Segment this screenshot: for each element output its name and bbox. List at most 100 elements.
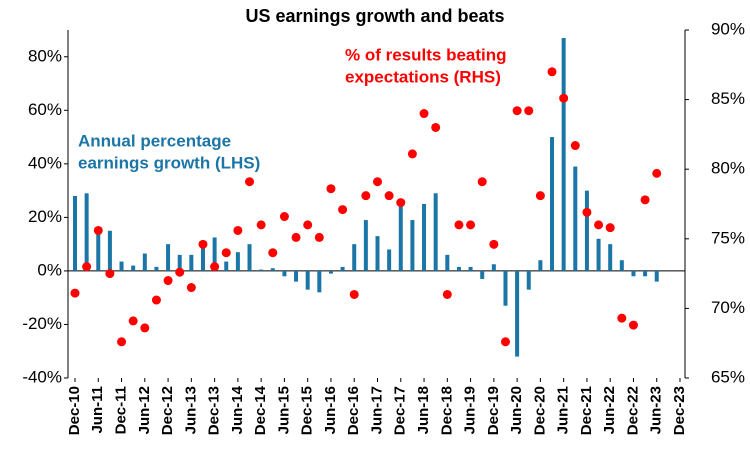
bar bbox=[305, 270, 310, 290]
bar bbox=[270, 268, 275, 271]
dot bbox=[582, 207, 592, 217]
dot bbox=[570, 141, 580, 151]
dot bbox=[466, 220, 476, 230]
bar bbox=[608, 244, 613, 271]
bar bbox=[503, 270, 508, 306]
y2-tick-label: 65% bbox=[711, 367, 745, 386]
bar bbox=[387, 249, 392, 271]
bar bbox=[340, 266, 345, 271]
dot bbox=[326, 184, 336, 194]
bar bbox=[212, 237, 217, 271]
dot bbox=[628, 320, 638, 330]
x-tick-label: Jun-16 bbox=[322, 386, 339, 434]
bar bbox=[619, 260, 624, 271]
bar bbox=[445, 254, 450, 271]
dot bbox=[512, 106, 522, 116]
y2-tick-label: 70% bbox=[711, 298, 745, 317]
x-tick-label: Jun-22 bbox=[601, 386, 618, 434]
bar bbox=[166, 244, 171, 271]
dot bbox=[605, 223, 615, 233]
x-tick-label: Jun-12 bbox=[136, 386, 153, 434]
series-label: % of results beating bbox=[345, 45, 507, 64]
dot bbox=[93, 225, 103, 235]
dot bbox=[175, 267, 185, 277]
x-tick-label: Dec-18 bbox=[438, 386, 455, 435]
dot bbox=[128, 316, 138, 326]
x-tick-label: Jun-23 bbox=[648, 386, 665, 434]
dot bbox=[221, 248, 231, 258]
dot bbox=[82, 262, 92, 272]
bar bbox=[235, 252, 240, 271]
x-tick-label: Dec-11 bbox=[113, 386, 130, 434]
dot bbox=[373, 177, 382, 187]
bar bbox=[177, 254, 182, 271]
bar bbox=[96, 233, 101, 271]
dot bbox=[396, 198, 406, 208]
dot bbox=[617, 313, 627, 323]
dot bbox=[117, 337, 127, 347]
x-tick-label: Jun-19 bbox=[462, 386, 479, 434]
y-tick-label: -40% bbox=[22, 367, 62, 386]
x-tick-label: Dec-21 bbox=[578, 386, 595, 435]
x-tick-label: Dec-19 bbox=[485, 386, 502, 435]
dot bbox=[640, 195, 650, 205]
x-tick-label: Dec-13 bbox=[206, 386, 223, 435]
bar bbox=[561, 38, 566, 271]
dot bbox=[140, 323, 150, 333]
dot bbox=[559, 93, 569, 103]
bar bbox=[352, 244, 357, 271]
y-tick-label: 80% bbox=[28, 46, 62, 65]
dot bbox=[547, 67, 557, 77]
dot bbox=[361, 191, 371, 201]
dot bbox=[384, 191, 394, 201]
dot bbox=[303, 220, 313, 230]
dot bbox=[268, 248, 278, 258]
dot bbox=[186, 283, 196, 293]
bar bbox=[631, 270, 636, 277]
bar bbox=[398, 206, 403, 271]
dot bbox=[407, 149, 417, 159]
bar bbox=[456, 266, 461, 271]
dot bbox=[431, 122, 441, 132]
bar bbox=[526, 270, 531, 290]
bar bbox=[73, 195, 77, 271]
bar bbox=[119, 261, 124, 271]
bar bbox=[573, 166, 578, 271]
bar bbox=[375, 236, 380, 271]
x-tick-label: Dec-12 bbox=[159, 386, 176, 435]
x-tick-label: Jun-13 bbox=[182, 386, 199, 434]
bar bbox=[480, 270, 485, 279]
x-tick-label: Dec-17 bbox=[392, 386, 409, 435]
dot bbox=[163, 276, 173, 286]
bar bbox=[515, 270, 520, 357]
dot bbox=[594, 220, 604, 230]
x-tick-label: Dec-10 bbox=[66, 386, 83, 435]
dot bbox=[652, 168, 662, 178]
y-tick-label: 0% bbox=[37, 260, 62, 279]
dot bbox=[477, 177, 487, 187]
x-tick-label: Dec-23 bbox=[671, 386, 688, 435]
bar bbox=[328, 270, 333, 274]
bar bbox=[200, 246, 205, 271]
x-tick-label: Jun-21 bbox=[555, 386, 572, 434]
bar bbox=[189, 254, 194, 271]
y-tick-label: 40% bbox=[28, 153, 62, 172]
bar bbox=[363, 220, 368, 271]
bar bbox=[142, 253, 147, 271]
y2-tick-label: 75% bbox=[711, 228, 745, 247]
bar bbox=[317, 270, 322, 293]
dot bbox=[279, 212, 289, 222]
x-tick-label: Dec-14 bbox=[252, 385, 269, 435]
series-label: Annual percentage bbox=[78, 131, 231, 150]
dot bbox=[256, 220, 266, 230]
series-label: earnings growth (LHS) bbox=[78, 153, 260, 172]
y-tick-label: 20% bbox=[28, 207, 62, 226]
x-tick-label: Dec-15 bbox=[299, 386, 316, 435]
x-tick-label: Dec-16 bbox=[345, 386, 362, 435]
bar bbox=[131, 265, 136, 271]
bar bbox=[107, 230, 112, 271]
dot bbox=[210, 262, 220, 272]
bar bbox=[259, 269, 264, 271]
dot bbox=[233, 225, 243, 235]
y2-tick-label: 90% bbox=[711, 19, 745, 38]
